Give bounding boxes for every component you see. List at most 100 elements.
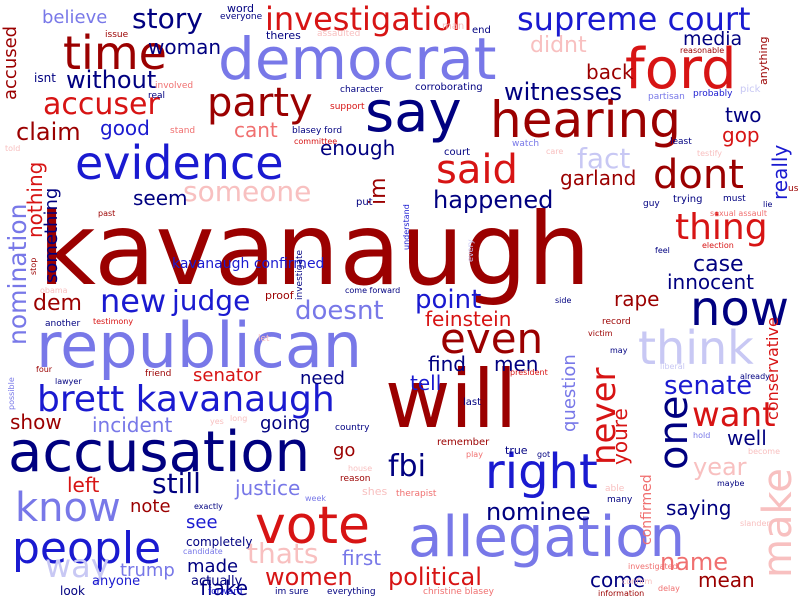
word-evidence: evidence [75,136,284,190]
word-exactly: exactly [194,502,223,511]
word-real: real [148,91,166,101]
word-support: support [330,102,365,112]
word-house: house [348,464,373,473]
word-remember: remember [437,437,490,448]
word-cant: cant [234,118,278,142]
word-even: even [440,314,544,363]
word-really: really [768,144,792,200]
word-dem: dem [33,291,82,316]
word-someone: someone [183,175,312,208]
word-woman: woman [148,35,222,59]
word-kavanaugh-confirmed: kavanaugh confirmed [172,256,325,272]
word-see: see [186,512,218,533]
word-character: character [340,85,384,95]
word-case: case [693,252,744,277]
word-something: something [41,187,62,283]
word-end: end [472,25,491,36]
word-issue: issue [105,30,129,40]
word-media: media [683,28,743,50]
word-investigate: investigate [295,249,305,300]
word-side: side [555,296,572,305]
word-note: note [130,496,171,517]
word-saying: saying [666,496,732,520]
word-already: already [740,372,770,381]
word-political: political [388,563,482,591]
word-claim: claim [16,118,81,146]
word-nominee: nominee [486,498,591,526]
word-stand: stand [170,126,196,136]
word-want: want [692,395,776,435]
word-confirm: confirm [622,577,653,586]
word-man: man [442,21,465,32]
word-four: four [36,365,53,374]
word-investigated: investigated [628,562,678,571]
word-testimony: testimony [93,317,134,326]
word-slander: slander [740,519,770,528]
word-going: going [260,413,311,434]
word-republican: republican [36,309,363,382]
word-isnt: isnt [34,71,56,85]
word-said: said [436,147,518,193]
word-stop: stop [29,257,38,275]
word-lie: lie [763,200,773,209]
word-president: president [510,368,548,377]
word-feinstein: feinstein [425,307,512,331]
word-accuser: accuser [43,87,160,122]
word-understand: understand [402,204,411,250]
word-reason: reason [340,474,371,484]
word-look: look [60,584,85,598]
word-may: may [610,346,628,355]
word-guy: guy [643,199,660,209]
word-partisan: partisan [648,92,685,102]
word-supreme-court: supreme court [517,0,751,38]
word-last: last [463,397,482,408]
word-witnesses: witnesses [504,78,622,106]
word-senate: senate [664,371,753,401]
word-still: still [152,467,201,500]
word-allegation: allegation [408,505,686,570]
word-go: go [333,440,356,461]
word-yes: yes [210,417,224,426]
word-confirmed: confirmed [639,474,655,545]
word-men: men [494,352,539,376]
word-find: find [428,352,466,376]
word-corroborating: corroborating [415,82,483,93]
word-thats: thats [247,537,319,570]
word-know: know [15,485,121,531]
word-people: people [12,523,162,574]
word-forward: forward [208,587,243,597]
word-us: us [788,184,799,194]
word-liberal: liberal [660,362,685,371]
word-pick: pick [740,84,761,95]
word-accused: accused [0,25,21,100]
word-sexual-assault: sexual assault [710,209,767,218]
word-maybe: maybe [717,479,745,488]
word-good: good [100,116,150,140]
word-anyone: anyone [92,574,141,589]
word-left: left [67,473,100,497]
word-come: come [590,568,646,592]
word-testify: testify [697,149,722,158]
word-im-sure: im sure [275,587,309,597]
word-feel: feel [655,246,670,255]
word-delay: delay [658,584,680,593]
word-women: women [265,563,353,591]
word-brett-kavanaugh: brett kavanaugh [37,379,335,420]
word-reasonable: reasonable [680,46,725,55]
word-another: another [45,319,81,329]
word-theres: theres [266,29,301,42]
word-play: play [466,450,483,459]
word-kavanaugh: kavanaugh [38,191,591,308]
word-let: let [258,334,270,344]
word-one: one [651,395,697,470]
word-innocent: innocent [667,270,754,294]
word-involved: involved [155,81,194,91]
word-investigation: investigation [265,0,473,38]
word-seem: seem [133,186,188,210]
word-story: story [132,2,203,35]
word-gop: gop [722,123,760,147]
word-think: think [638,321,754,375]
word-blasey-ford: blasey ford [292,126,343,136]
word-least: least [670,137,692,147]
word-come-forward: come forward [345,286,401,295]
